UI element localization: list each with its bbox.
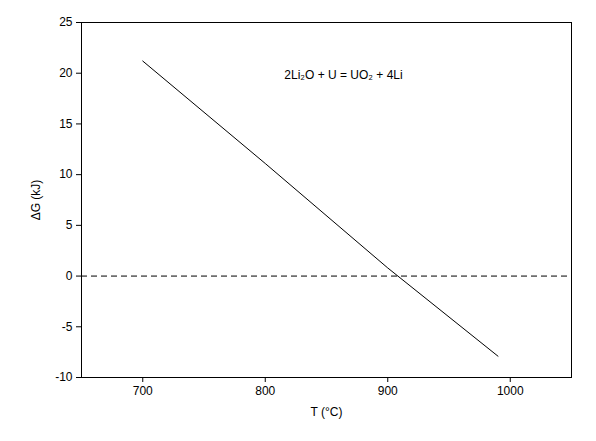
svg-text:5: 5 — [66, 218, 73, 232]
svg-text:10: 10 — [59, 167, 73, 181]
svg-text:2Li₂O + U = UO₂ + 4Li: 2Li₂O + U = UO₂ + 4Li — [284, 68, 402, 82]
svg-text:-5: -5 — [62, 320, 73, 334]
svg-text:20: 20 — [59, 66, 73, 80]
svg-text:700: 700 — [133, 384, 153, 398]
svg-text:1000: 1000 — [497, 384, 524, 398]
svg-text:15: 15 — [59, 117, 73, 131]
svg-text:ΔG (kJ): ΔG (kJ) — [29, 180, 43, 221]
svg-text:800: 800 — [255, 384, 275, 398]
svg-text:-10: -10 — [55, 370, 73, 384]
svg-text:900: 900 — [378, 384, 398, 398]
svg-text:0: 0 — [66, 269, 73, 283]
svg-text:25: 25 — [59, 15, 73, 29]
svg-text:T (°C): T (°C) — [311, 405, 343, 419]
